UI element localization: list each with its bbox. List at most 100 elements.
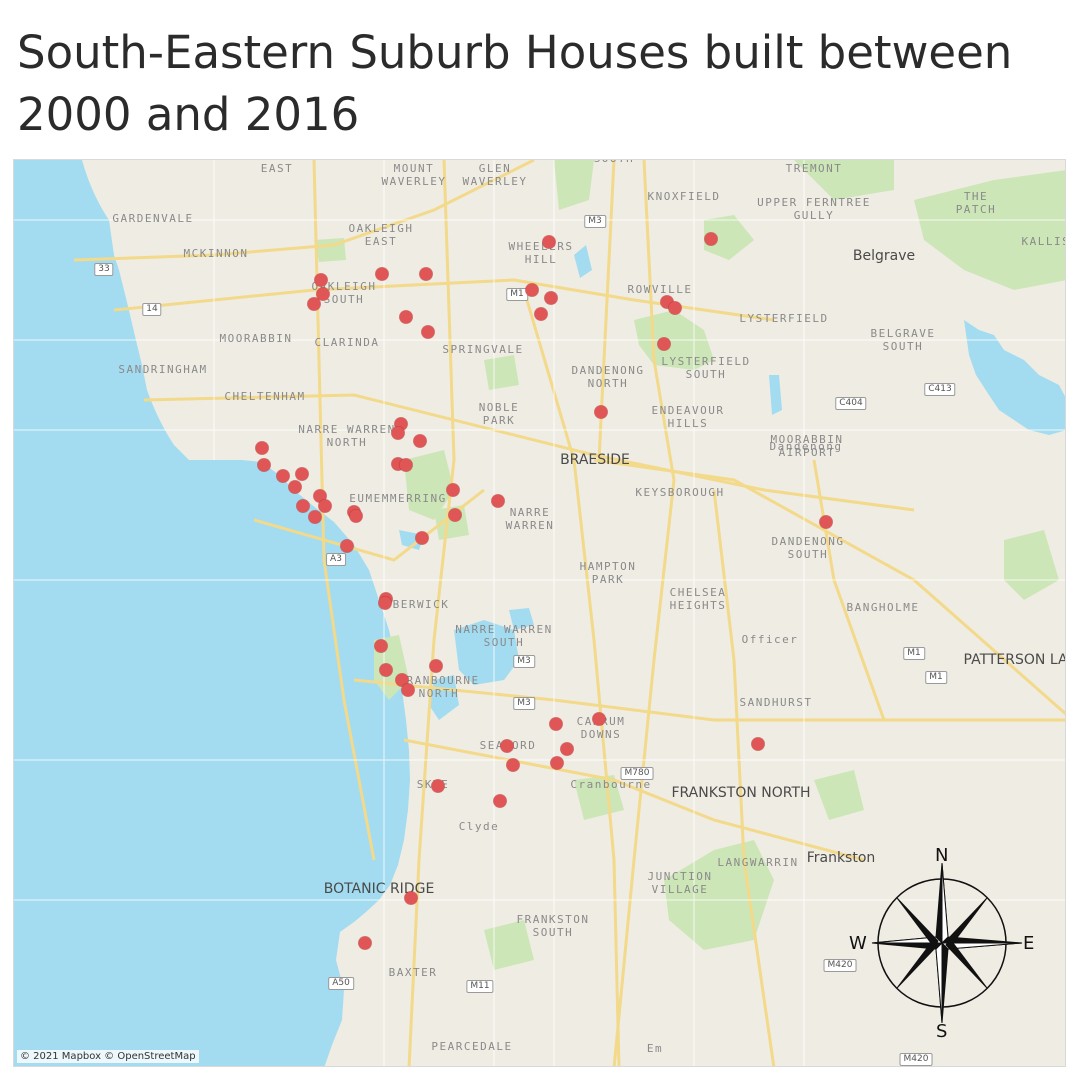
place-label: Belgrave [852,248,916,264]
house-marker[interactable] [419,267,433,281]
house-marker[interactable] [549,717,563,731]
place-label: MCKINNON [183,247,249,260]
house-marker[interactable] [313,489,327,503]
house-marker[interactable] [404,891,418,905]
house-marker[interactable] [704,232,718,246]
house-marker[interactable] [391,426,405,440]
house-marker[interactable] [542,235,556,249]
place-label: HAMPTON PARK [579,560,637,586]
house-marker[interactable] [288,480,302,494]
place-label: Dandenong [769,440,843,453]
place-label: CHELSEA HEIGHTS [669,586,727,612]
house-marker[interactable] [550,756,564,770]
compass-east-label: E [1023,933,1035,954]
place-label: WHEELERS HILL [508,240,574,266]
place-label: BANGHOLME [846,601,920,614]
place-label: BOTANIC RIDGE [323,881,435,897]
house-marker[interactable] [399,458,413,472]
house-marker[interactable] [500,739,514,753]
place-label: LANGWARRIN [717,856,799,869]
house-marker[interactable] [316,287,330,301]
house-marker[interactable] [257,458,271,472]
place-label: KALLISTA [1021,235,1065,248]
house-marker[interactable] [358,936,372,950]
house-marker[interactable] [399,310,413,324]
road-shield: M11 [466,980,494,993]
house-marker[interactable] [349,509,363,523]
house-marker[interactable] [429,659,443,673]
road-shield: 14 [142,303,162,316]
page-title: South-Eastern Suburb Houses built betwee… [17,26,1013,141]
place-label: BAXTER [388,966,438,979]
house-marker[interactable] [594,405,608,419]
road-shield: A50 [328,977,354,990]
house-marker[interactable] [525,283,539,297]
road-shield: M3 [584,215,606,228]
road-shield: A3 [326,553,346,566]
place-label: FRANKSTON NORTH [671,785,811,801]
house-marker[interactable] [314,273,328,287]
place-label: Clyde [458,820,500,833]
place-label: PEARCEDALE [431,1040,513,1053]
house-marker[interactable] [307,297,321,311]
compass-icon [871,862,1023,1024]
place-label: DANDENONG NORTH [571,364,645,390]
house-marker[interactable] [506,758,520,772]
house-marker[interactable] [318,499,332,513]
place-label: EUMEMMERRING [349,492,447,505]
place-label: SANDHURST [739,696,813,709]
place-label: Officer [741,633,799,646]
compass-west-label: W [849,933,867,954]
house-marker[interactable] [493,794,507,808]
place-label: Frankston [806,850,876,866]
house-marker[interactable] [295,467,309,481]
reservoir [964,320,1065,435]
place-label: MOUNT WAVERLEY [381,162,447,188]
house-marker[interactable] [668,301,682,315]
house-marker[interactable] [446,483,460,497]
place-label: CHELTENHAM [224,390,306,403]
house-marker[interactable] [296,499,310,513]
house-marker[interactable] [657,337,671,351]
map-attribution[interactable]: © 2021 Mapbox © OpenStreetMap [17,1050,199,1063]
house-marker[interactable] [395,673,409,687]
compass-rose: N S E W [847,845,1037,1042]
place-label: BERWICK [392,598,450,611]
compass-south-label: S [936,1021,948,1042]
house-marker[interactable] [276,469,290,483]
place-label: NARRE WARREN SOUTH [455,623,553,649]
map-view[interactable]: EAST MOUNT WAVERLEY GLEN WAVERLEY SOUTH TREM… [13,159,1066,1067]
road-shield: 33 [94,263,114,276]
house-marker[interactable] [401,683,415,697]
house-marker[interactable] [592,712,606,726]
house-marker[interactable] [415,531,429,545]
house-marker[interactable] [491,494,505,508]
house-marker[interactable] [751,737,765,751]
house-marker[interactable] [375,267,389,281]
place-label: Em [646,1042,664,1055]
house-marker[interactable] [255,441,269,455]
place-label: THE PATCH [955,190,997,216]
place-label: LYSTERFIELD SOUTH [661,355,751,381]
house-marker[interactable] [308,510,322,524]
house-marker[interactable] [413,434,427,448]
house-marker[interactable] [534,307,548,321]
house-marker[interactable] [378,596,392,610]
road-shield: M420 [899,1053,933,1066]
place-label: LYSTERFIELD [739,312,829,325]
place-label: SANDRINGHAM [118,363,208,376]
house-marker[interactable] [379,663,393,677]
house-marker[interactable] [340,539,354,553]
house-marker[interactable] [431,779,445,793]
road-shield: C404 [835,397,867,410]
house-marker[interactable] [560,742,574,756]
house-marker[interactable] [544,291,558,305]
house-marker[interactable] [819,515,833,529]
place-label: NOBLE PARK [478,401,520,427]
place-label: JUNCTION VILLAGE [647,870,713,896]
place-label: GLEN WAVERLEY [462,162,528,188]
house-marker[interactable] [448,508,462,522]
house-marker[interactable] [421,325,435,339]
place-label: DANDENONG SOUTH [771,535,845,561]
house-marker[interactable] [374,639,388,653]
